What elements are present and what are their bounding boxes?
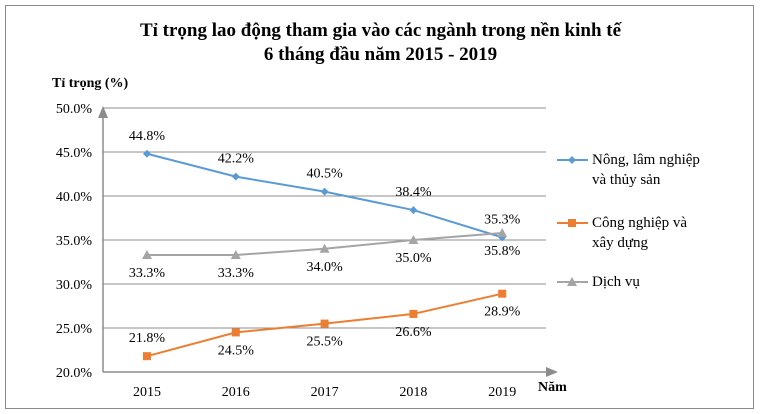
legend-label: xây dựng [592,235,649,251]
y-tick-label: 25.0% [56,322,93,337]
data-point-square [231,328,240,337]
x-axis-title: Năm [538,380,567,395]
data-point-triangle [230,249,241,259]
data-point-square [409,309,418,318]
x-tick-label: 2017 [311,385,339,400]
y-axis-arrow-icon [98,106,108,118]
y-tick-label: 40.0% [56,190,93,205]
data-label: 35.8% [484,244,521,259]
data-point-diamond [143,149,151,158]
data-point-diamond [231,172,240,181]
data-point-diamond [320,187,329,196]
data-label: 35.3% [484,212,521,227]
y-axis-title: Tỉ trọng (%) [52,76,129,91]
data-label: 26.6% [395,325,432,340]
data-point-square [320,319,329,328]
legend-label: Nông, lâm nghiệp [592,152,700,168]
chart-frame [5,5,754,409]
data-point-square [143,352,151,361]
x-tick-label: 2015 [133,385,161,400]
legend-label: Công nghiệp và [592,215,687,231]
chart-title-line2: 6 tháng đầu năm 2015 - 2019 [263,44,498,65]
legend-diamond-icon [568,156,576,164]
data-label: 42.2% [218,152,255,167]
legend-label: và thủy sản [592,172,661,188]
data-point-triangle [497,227,508,237]
data-point-triangle [142,249,152,259]
legend-label: Dịch vụ [592,274,640,290]
data-point-square [498,289,507,298]
data-label: 28.9% [484,305,521,320]
data-label: 40.5% [307,167,344,182]
y-tick-label: 20.0% [56,366,93,381]
data-label: 33.3% [218,266,255,281]
data-label: 34.0% [307,260,344,275]
data-point-triangle [408,235,419,244]
y-tick-label: 35.0% [56,234,93,249]
data-point-diamond [409,206,418,215]
data-label: 44.8% [129,129,166,144]
data-label: 38.4% [395,185,432,200]
data-label: 35.0% [395,251,432,266]
data-label: 33.3% [129,266,166,281]
y-tick-label: 50.0% [56,102,93,117]
chart-title-line1: Tỉ trọng lao động tham gia vào các ngành… [139,20,622,41]
data-label: 24.5% [218,343,255,358]
data-label: 25.5% [307,335,344,350]
x-axis-arrow-icon [546,367,558,377]
legend-triangle-icon [567,277,577,286]
legend-square-icon [568,219,576,227]
x-tick-label: 2016 [222,385,250,400]
y-tick-label: 30.0% [56,278,93,293]
x-tick-label: 2018 [399,385,427,400]
y-tick-label: 45.0% [56,146,93,161]
x-tick-label: 2019 [488,385,516,400]
data-label: 21.8% [129,331,166,346]
data-point-triangle [319,243,330,253]
